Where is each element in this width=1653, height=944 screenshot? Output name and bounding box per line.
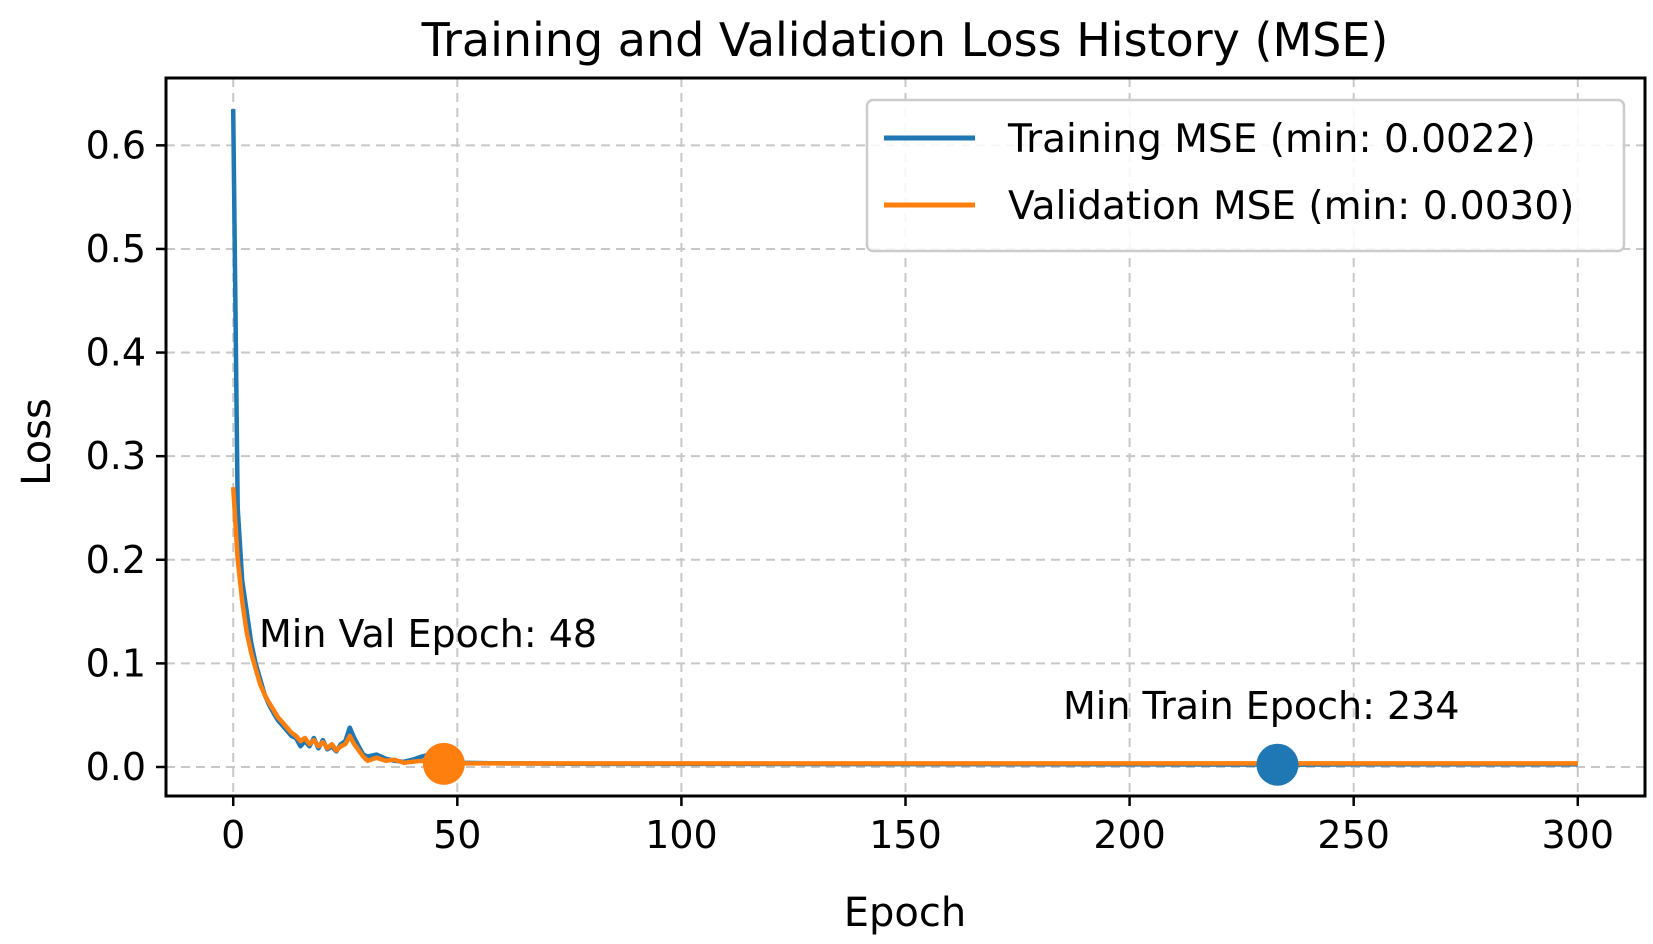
x-tick-label: 250 xyxy=(1317,813,1390,857)
y-tick-label: 0.3 xyxy=(86,434,146,478)
x-tick-label: 100 xyxy=(645,813,718,857)
x-tick-label: 50 xyxy=(433,813,481,857)
legend-label-validation: Validation MSE (min: 0.0030) xyxy=(1008,184,1574,229)
x-tick-label: 0 xyxy=(221,813,245,857)
min-train-marker xyxy=(1256,743,1299,786)
chart-title: Training and Validation Loss History (MS… xyxy=(421,13,1389,67)
x-axis-label: Epoch xyxy=(844,890,966,936)
min-markers xyxy=(422,742,1299,786)
x-tick-label: 300 xyxy=(1542,813,1615,857)
y-tick-label: 0.6 xyxy=(86,123,146,167)
y-ticks: 0.0 0.1 0.2 0.3 0.4 0.5 0.6 xyxy=(86,123,166,789)
annotation-min-val: Min Val Epoch: 48 xyxy=(259,612,597,656)
x-ticks: 0 50 100 150 200 250 300 xyxy=(221,796,1614,857)
y-tick-label: 0.2 xyxy=(86,538,146,582)
y-axis-label: Loss xyxy=(14,398,60,486)
y-tick-label: 0.4 xyxy=(86,331,146,375)
y-tick-label: 0.5 xyxy=(86,227,146,271)
y-tick-label: 0.0 xyxy=(86,745,146,789)
annotation-min-train: Min Train Epoch: 234 xyxy=(1063,684,1460,728)
legend: Training MSE (min: 0.0022) Validation MS… xyxy=(865,98,1626,253)
legend-label-training: Training MSE (min: 0.0022) xyxy=(1007,117,1536,162)
min-val-marker xyxy=(422,742,465,785)
legend-box xyxy=(865,98,1626,253)
x-tick-label: 150 xyxy=(869,813,942,857)
y-tick-label: 0.1 xyxy=(86,641,146,685)
x-tick-label: 200 xyxy=(1093,813,1166,857)
